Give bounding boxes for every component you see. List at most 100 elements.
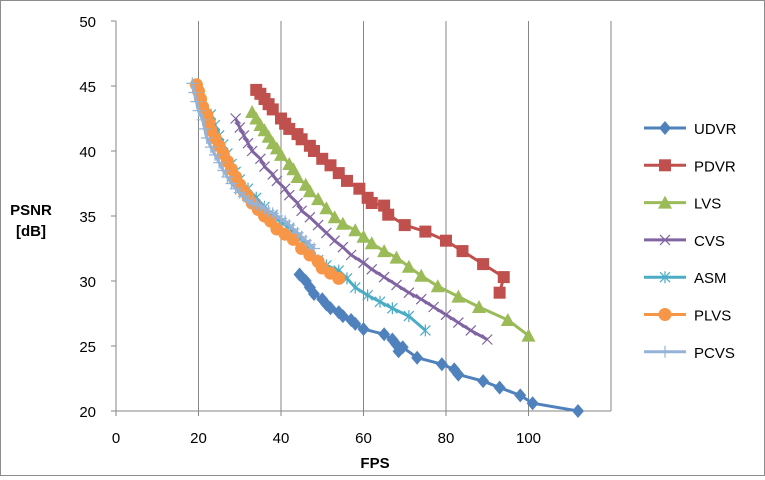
data-point-lvs [430,279,445,293]
data-point-pdvr [477,258,490,271]
data-point-lvs [500,313,515,326]
data-point-pdvr [353,182,366,195]
data-point-pcvs [188,86,201,99]
legend-marker-udvr [659,121,671,135]
data-point-pdvr [493,286,506,299]
data-point-udvr [477,374,490,389]
axes [111,20,611,416]
x-tick-label: 80 [438,430,455,447]
data-point-cvs [415,293,427,305]
data-point-pcvs [204,141,217,154]
data-point-pdvr [456,245,469,258]
legend-item-pcvs: PCVS [644,345,735,362]
data-point-pdvr [341,174,353,187]
data-point-pcvs [186,77,199,90]
data-point-cvs [345,249,357,261]
data-point-pdvr [398,219,411,232]
y-tick-label: 35 [79,209,96,226]
data-point-udvr [435,357,448,372]
data-point-asm [374,295,386,308]
data-point-lvs [319,201,334,215]
data-point-lvs [377,244,392,258]
legend-label-pdvr: PDVR [694,158,736,175]
legend-label-pcvs: PCVS [694,345,735,362]
series-pcvs [186,77,320,255]
data-point-cvs [230,113,242,124]
data-point-cvs [465,324,477,336]
y-axis-label-line-2: [dB] [16,223,46,240]
y-axis-label-line-1: PSNR [10,202,52,219]
data-point-udvr [452,367,465,382]
legend-marker-asm [659,271,671,284]
legend-item-udvr: UDVR [644,121,737,138]
series-lvs [245,105,536,342]
data-point-lvs [290,170,305,183]
data-point-udvr [514,388,527,403]
data-point-pcvs [213,156,226,169]
series-group [186,77,584,418]
data-point-cvs [440,309,452,321]
data-point-lvs [311,192,326,206]
data-point-asm [349,281,361,294]
series-pdvr [250,83,510,299]
series-line-udvr [298,273,579,413]
data-point-cvs [267,168,279,180]
data-point-cvs [234,122,246,134]
x-tick-labels: 0 20 40 60 80 100 [112,430,541,447]
data-point-pdvr [365,197,378,209]
series-cvs [230,113,493,345]
legend: UDVR PDVR LVS CVS ASM PLVS PCVS [644,121,737,362]
data-point-lvs [389,250,404,264]
legend-label-lvs: LVS [694,196,721,213]
data-point-asm [403,310,415,323]
data-point-lvs [451,289,466,303]
data-point-udvr [349,316,362,331]
x-tick-label: 40 [273,430,290,447]
data-point-pcvs [209,148,221,161]
data-point-pcvs [308,242,320,255]
x-tick-label: 60 [355,430,372,447]
data-point-cvs [378,271,390,283]
data-point-lvs [356,229,371,243]
data-point-lvs [348,223,363,237]
legend-item-pdvr: PDVR [644,158,736,175]
data-point-lvs [414,268,429,282]
data-point-cvs [391,279,402,291]
legend-marker-lvs [658,195,672,209]
x-tick-label: 0 [112,430,120,447]
data-point-cvs [238,129,250,141]
y-tick-label: 50 [79,14,96,31]
x-tick-label: 20 [190,430,207,447]
data-point-asm [362,289,374,302]
y-tick-label: 30 [79,274,96,291]
data-point-cvs [428,301,440,313]
legend-label-udvr: UDVR [694,121,737,138]
legend-marker-cvs [659,234,671,246]
data-point-pcvs [190,95,203,108]
data-point-pcvs [196,113,209,126]
data-point-lvs [335,216,350,230]
data-point-cvs [292,197,303,209]
data-point-cvs [452,317,464,329]
legend-label-asm: ASM [694,270,727,287]
legend-item-cvs: CVS [644,233,725,250]
data-point-pdvr [440,234,452,247]
data-point-lvs [472,300,486,313]
data-point-lvs [327,210,342,224]
data-point-udvr [572,404,584,418]
data-point-pcvs [192,104,205,117]
data-point-pcvs [200,132,213,144]
y-tick-label: 20 [79,404,96,421]
legend-marker-plvs [658,308,672,321]
data-point-cvs [366,263,378,275]
legend-item-plvs: PLVS [644,308,731,325]
legend-item-asm: ASM [644,270,727,287]
y-tick-label: 25 [79,339,96,356]
x-tick-label: 100 [516,430,541,447]
data-point-pcvs [217,164,230,177]
legend-marker-pdvr [659,159,671,172]
y-tick-label: 45 [79,79,96,96]
data-point-cvs [481,334,493,345]
